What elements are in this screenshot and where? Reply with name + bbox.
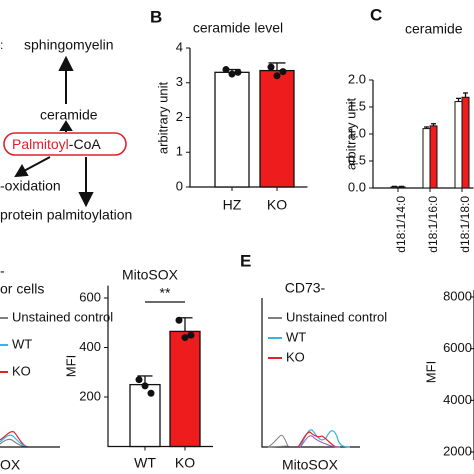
axis bbox=[372, 80, 474, 189]
panel-label: B bbox=[150, 7, 162, 26]
y-tick-label: 8000 bbox=[443, 288, 472, 303]
bar bbox=[214, 71, 250, 188]
bar bbox=[397, 186, 406, 189]
y-tick-label: 1.5 bbox=[348, 98, 366, 113]
chart-title: ceramide bbox=[405, 21, 463, 37]
data-point bbox=[267, 63, 275, 71]
data-point bbox=[175, 316, 183, 324]
y-tick-label: 1.0 bbox=[348, 125, 366, 140]
y-tick-label: 6000 bbox=[443, 340, 472, 355]
legend-label: Unstained control bbox=[12, 309, 113, 324]
highlight-box bbox=[3, 132, 127, 156]
chart-title: CD73- bbox=[285, 280, 326, 296]
y-tick-label: 0.0 bbox=[348, 179, 366, 194]
chart-title: ceramide level bbox=[193, 20, 283, 36]
x-tick-label: d18:1/16:0 bbox=[426, 196, 440, 253]
chart-title: or cells bbox=[0, 281, 44, 297]
data-point bbox=[135, 376, 143, 384]
chart-title: MitoSOX bbox=[122, 267, 179, 283]
node: -oxidation bbox=[0, 178, 61, 194]
legend-label: WT bbox=[286, 329, 306, 344]
panel-fragment: - bbox=[0, 263, 5, 279]
legend-label: KO bbox=[286, 349, 305, 364]
y-axis-label: arbitrary unit bbox=[343, 97, 358, 170]
bar bbox=[429, 125, 438, 189]
y-tick-label: 400 bbox=[79, 339, 101, 354]
y-axis-label: MFI bbox=[423, 361, 438, 383]
histogram-e bbox=[261, 298, 360, 448]
fragment: : bbox=[0, 38, 3, 52]
bar bbox=[169, 330, 201, 448]
data-point bbox=[187, 331, 195, 339]
x-tick-label: d18:1/18:0 bbox=[458, 196, 472, 253]
y-tick-label: 3 bbox=[176, 74, 183, 89]
bar bbox=[129, 383, 161, 448]
node-rest: -CoA bbox=[69, 136, 102, 152]
bar bbox=[259, 69, 295, 188]
data-point bbox=[228, 70, 236, 78]
bar bbox=[461, 96, 470, 189]
y-axis-label: MFI bbox=[63, 355, 78, 377]
panel-label: C bbox=[370, 5, 382, 24]
data-point bbox=[222, 66, 230, 74]
x-tick-label: KO bbox=[175, 455, 195, 471]
legend-label: WT bbox=[12, 336, 32, 351]
x-axis-label: OX bbox=[0, 457, 21, 473]
significance: ** bbox=[160, 285, 171, 301]
node: Palmitoyl-CoA bbox=[12, 136, 101, 152]
bar bbox=[454, 101, 463, 189]
data-point bbox=[279, 68, 287, 76]
y-tick-label: 4000 bbox=[443, 392, 472, 407]
data-point bbox=[273, 72, 281, 80]
y-tick-label: 2000 bbox=[443, 443, 472, 458]
x-tick-label: KO bbox=[267, 197, 287, 213]
y-tick-label: 0.5 bbox=[348, 152, 366, 167]
data-point bbox=[181, 334, 189, 342]
legend-label: Unstained control bbox=[286, 309, 387, 324]
data-point bbox=[234, 68, 242, 76]
data-point bbox=[141, 382, 149, 390]
panel-label: E bbox=[240, 251, 251, 270]
legend-label: KO bbox=[12, 363, 31, 378]
histogram-curves bbox=[0, 431, 60, 448]
x-tick-label: d18:1/14:0 bbox=[394, 196, 408, 253]
pathway-diagram: : sphingomyelin ceramide Palmitoyl-CoA -… bbox=[0, 37, 132, 223]
y-axis-label: arbitrary unit bbox=[155, 81, 170, 154]
y-tick-label: 2 bbox=[176, 109, 183, 124]
y-tick-label: 4 bbox=[176, 39, 183, 54]
bar bbox=[422, 128, 431, 189]
x-tick-label: HZ bbox=[223, 197, 242, 213]
x-axis-label: MitoSOX bbox=[282, 457, 339, 473]
y-tick-label: 1 bbox=[176, 144, 183, 159]
y-tick-label: 2.0 bbox=[348, 71, 366, 86]
data-point bbox=[147, 389, 155, 397]
node: ceramide bbox=[40, 107, 98, 123]
node: protein palmitoylation bbox=[0, 207, 132, 223]
highlight: Palmitoyl bbox=[12, 136, 69, 152]
y-tick-label: 600 bbox=[79, 289, 101, 304]
y-tick-label: 200 bbox=[79, 388, 101, 403]
x-tick-label: WT bbox=[134, 455, 156, 471]
y-tick-label: 0 bbox=[176, 178, 183, 193]
arrows bbox=[14, 55, 94, 208]
node: sphingomyelin bbox=[24, 37, 114, 53]
bar bbox=[390, 186, 399, 189]
